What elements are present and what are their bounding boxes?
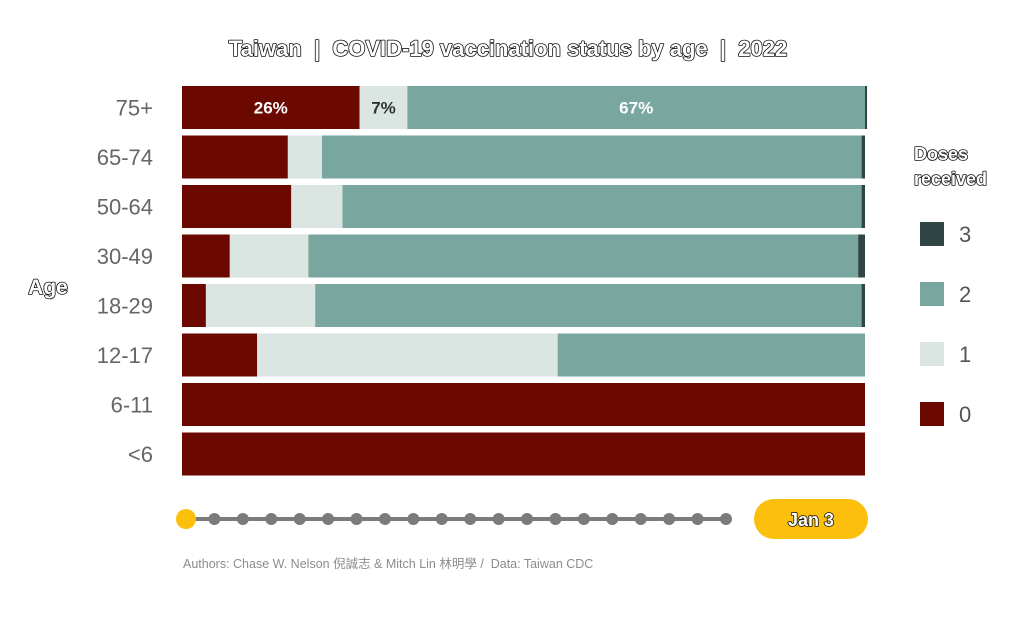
category-label-50-64: 50-64: [97, 195, 153, 220]
y-axis-label: Age: [28, 276, 68, 299]
category-label-18-29: 18-29: [97, 294, 153, 319]
slider-step-dot[interactable]: [265, 513, 278, 525]
category-label-under-6: <6: [128, 442, 153, 467]
date-pill: [754, 499, 868, 539]
legend: Doses received 3 2 1 0: [913, 143, 988, 427]
data-labels-layer: 26% 7% 67%: [254, 99, 653, 118]
bar-segment-30-49-doses-1: [229, 234, 309, 278]
legend-label-3: 3: [959, 222, 971, 247]
legend-title-line2: received: [914, 169, 987, 189]
category-label-65-74: 65-74: [97, 145, 153, 170]
bar-segment-6-11-doses-0: [182, 383, 865, 426]
slider-step-dot[interactable]: [663, 513, 676, 525]
labels-layer: 75+ 65-74 50-64 30-49 18-29 12-17 6-11 <6: [97, 96, 153, 468]
slider-step-dot[interactable]: [378, 513, 391, 525]
legend-label-1: 1: [959, 342, 971, 367]
slider-step-dot[interactable]: [606, 513, 619, 525]
bar-segment-18-29-doses-3: [861, 284, 865, 327]
category-label-30-49: 30-49: [97, 244, 153, 269]
slider-step-dot[interactable]: [521, 513, 534, 525]
footer-credits: Authors: Chase W. Nelson 倪誠志 & Mitch Lin…: [183, 557, 593, 571]
data-label-75-doses-1: 7%: [371, 99, 396, 118]
slider-handle[interactable]: [176, 509, 196, 529]
data-label-75-doses-2: 67%: [619, 99, 653, 118]
slider-steps: [176, 509, 732, 529]
time-slider[interactable]: Jan 3: [176, 499, 868, 539]
slider-step-dot[interactable]: [577, 513, 590, 525]
bar-segment-75-doses-2: [407, 86, 865, 129]
category-label-75: 75+: [116, 96, 153, 121]
date-label: Jan 3: [788, 510, 834, 530]
bar-segment-18-29-doses-0: [182, 284, 206, 327]
bar-segment-30-49-doses-2: [308, 234, 859, 278]
bar-segment-65-74-doses-2: [322, 135, 862, 179]
bar-segment-30-49-doses-0: [182, 234, 230, 278]
slider-step-dot[interactable]: [720, 513, 732, 525]
slider-step-dot[interactable]: [208, 513, 221, 525]
bar-segment-65-74-doses-0: [182, 135, 288, 179]
slider-step-dot[interactable]: [634, 513, 647, 525]
slider-step-dot[interactable]: [464, 513, 477, 525]
bar-segment-50-64-doses-1: [291, 185, 343, 228]
chart-title: Taiwan | COVID-19 vaccination status by …: [229, 36, 787, 61]
bar-segment-12-17-doses-2: [557, 333, 865, 377]
bar-segment-65-74-doses-1: [287, 135, 323, 179]
slider-step-dot[interactable]: [236, 513, 249, 525]
slider-step-dot[interactable]: [492, 513, 505, 525]
slider-step-dot[interactable]: [322, 513, 335, 525]
slider-step-dot[interactable]: [549, 513, 562, 525]
bar-segment-18-29-doses-1: [205, 284, 316, 327]
legend-title-line1: Doses: [914, 144, 968, 164]
bar-segment-18-29-doses-2: [315, 284, 862, 327]
bar-segment-50-64-doses-3: [861, 185, 865, 228]
slider-step-dot[interactable]: [435, 513, 448, 525]
slider-step-dot[interactable]: [691, 513, 704, 525]
slider-step-dot[interactable]: [293, 513, 306, 525]
bars-layer: [182, 86, 868, 476]
legend-label-0: 0: [959, 402, 971, 427]
bar-segment-75-doses-1: [359, 86, 408, 129]
category-label-6-11: 6-11: [111, 393, 153, 418]
slider-step-dot[interactable]: [407, 513, 420, 525]
bar-segment-12-17-doses-1: [257, 333, 558, 377]
legend-swatch-0: [920, 402, 944, 426]
legend-label-2: 2: [959, 282, 971, 307]
bar-segment-75-doses-3: [865, 86, 868, 129]
bar-segment-12-17-doses-0: [182, 333, 258, 377]
slider-step-dot[interactable]: [350, 513, 363, 525]
category-label-12-17: 12-17: [97, 343, 153, 368]
bar-segment-65-74-doses-3: [861, 135, 865, 179]
bar-segment-50-64-doses-2: [342, 185, 862, 228]
bar-segment-50-64-doses-0: [182, 185, 292, 228]
bar-segment-75-doses-0: [182, 86, 360, 129]
legend-swatch-3: [920, 222, 944, 246]
bar-segment-30-49-doses-3: [858, 234, 865, 278]
legend-swatch-1: [920, 342, 944, 366]
legend-swatch-2: [920, 282, 944, 306]
data-label-75-doses-0: 26%: [254, 99, 288, 118]
bar-segment-under-6-doses-0: [182, 432, 865, 476]
legend-items: 3 2 1 0: [920, 222, 971, 427]
